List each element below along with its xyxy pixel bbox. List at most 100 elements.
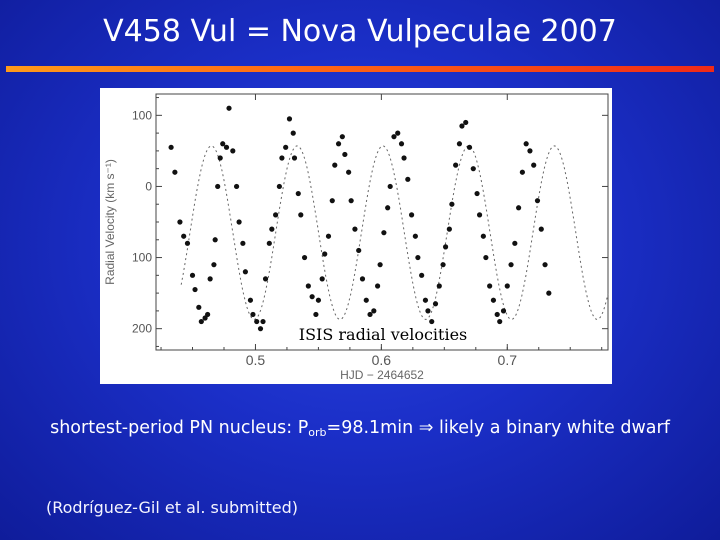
data-point (305, 283, 311, 289)
data-point (242, 269, 248, 275)
data-point (508, 262, 514, 268)
data-point (494, 311, 500, 318)
data-point (504, 283, 510, 289)
data-point (329, 198, 335, 204)
data-point (322, 251, 328, 257)
data-point (422, 297, 429, 303)
data-point (207, 276, 213, 282)
data-point (211, 262, 217, 268)
data-point (497, 318, 503, 325)
radial-velocity-chart: 100 0 100 200 0.5 0.6 0.7 HJD − 2464652 Radial V… (100, 88, 612, 384)
data-point (374, 283, 381, 289)
data-point (273, 212, 279, 218)
data-point (283, 144, 289, 150)
caption-subscript: orb (308, 426, 327, 439)
data-point (436, 283, 442, 289)
data-point (440, 262, 446, 268)
data-point (240, 240, 246, 246)
data-point (425, 308, 431, 314)
data-point (401, 155, 407, 161)
data-point (476, 212, 483, 218)
data-point (527, 148, 533, 154)
y-axis-label: Radial Velocity (km s⁻¹) (103, 159, 117, 285)
data-point (387, 183, 393, 190)
caption: shortest-period PN nucleus: Porb=98.1min… (0, 418, 720, 439)
data-point (205, 311, 211, 318)
plot-frame (155, 93, 609, 351)
data-point (371, 308, 377, 314)
data-point (181, 233, 187, 239)
data-point (442, 244, 449, 250)
data-point (266, 240, 272, 246)
data-point (538, 226, 544, 232)
x-axis-label: HJD − 2464652 (340, 368, 424, 382)
data-point (276, 183, 282, 190)
data-point (381, 230, 387, 236)
data-point (189, 272, 196, 278)
title-divider (6, 66, 714, 72)
data-point (315, 297, 322, 303)
data-point (483, 254, 489, 261)
data-point (301, 254, 308, 261)
data-point (247, 297, 254, 303)
data-point (212, 237, 218, 243)
data-point (226, 105, 232, 111)
data-point (196, 304, 202, 310)
data-point (233, 183, 240, 190)
data-point (184, 240, 191, 246)
data-point (398, 141, 405, 147)
data-point (512, 240, 518, 246)
y-tick-label: 100 (132, 108, 152, 122)
data-point (546, 290, 552, 296)
data-point (516, 205, 522, 211)
data-point (325, 233, 332, 239)
data-point (367, 311, 373, 318)
data-point (319, 276, 325, 282)
data-point (519, 169, 525, 175)
data-point (291, 155, 298, 161)
caption-text-end: =98.1min ⇒ likely a binary white dwarf (326, 418, 670, 438)
data-point (470, 166, 476, 172)
data-point (192, 286, 198, 293)
data-point (405, 176, 411, 182)
data-point (269, 226, 275, 232)
data-point (295, 190, 301, 197)
data-point (432, 301, 439, 307)
data-point (168, 144, 174, 150)
data-point (257, 326, 264, 332)
data-point (523, 141, 529, 147)
data-point (500, 308, 507, 314)
data-point (198, 318, 204, 325)
data-point (459, 123, 465, 129)
data-point (415, 254, 421, 261)
data-point (487, 283, 493, 289)
x-tick-label: 0.5 (246, 352, 266, 368)
data-point (463, 119, 469, 126)
data-point (359, 276, 366, 282)
reference-citation: (Rodríguez-Gil et al. submitted) (46, 498, 298, 517)
x-tick-label: 0.7 (498, 352, 518, 368)
chart-svg: 100 0 100 200 0.5 0.6 0.7 HJD − 2464652 Radial V… (103, 93, 609, 382)
data-point (335, 141, 342, 147)
data-point (260, 318, 266, 325)
data-point (215, 183, 221, 190)
data-point (230, 148, 236, 154)
data-point (220, 141, 226, 147)
data-point (298, 212, 304, 218)
data-point (449, 201, 455, 207)
data-point (363, 297, 369, 303)
data-point (391, 134, 397, 140)
data-point (385, 205, 391, 211)
caption-text: shortest-period PN nucleus: P (50, 418, 309, 438)
data-point (377, 262, 383, 268)
data-point (474, 190, 480, 197)
data-point (356, 247, 362, 254)
data-point (412, 233, 418, 239)
data-point (309, 294, 315, 300)
y-tick-label: 100 (132, 251, 152, 265)
data-point (290, 130, 296, 136)
data-point (534, 198, 541, 204)
data-point (339, 134, 345, 140)
data-point (217, 155, 223, 161)
data-point (490, 297, 497, 303)
